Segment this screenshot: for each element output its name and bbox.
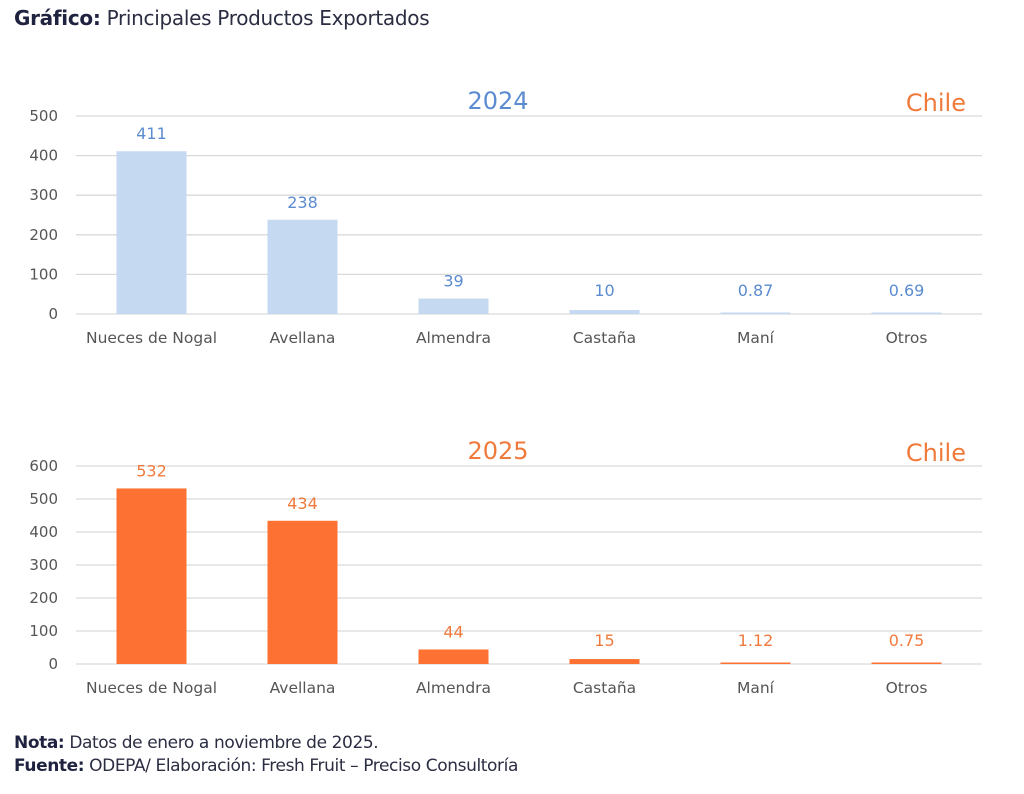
footer-note: Nota: Datos de enero a noviembre de 2025… xyxy=(14,733,379,753)
bar xyxy=(871,312,942,314)
bar xyxy=(267,520,338,664)
y-tick-label: 200 xyxy=(29,589,58,607)
country-label: Chile xyxy=(906,439,966,467)
bar xyxy=(720,662,791,664)
note-label: Nota: xyxy=(14,733,65,753)
chart-heading: Gráfico: Principales Productos Exportado… xyxy=(14,6,430,30)
y-tick-label: 400 xyxy=(29,147,58,165)
data-label: 0.87 xyxy=(738,281,774,300)
y-tick-label: 500 xyxy=(29,107,58,125)
chart-2025: 0 100 200 300 400 500 600 2025 Chile 532 Nueces de… xyxy=(29,437,982,697)
data-label: 238 xyxy=(287,193,318,212)
y-tick-label: 300 xyxy=(29,556,58,574)
bar xyxy=(418,649,489,664)
x-tick-label: Maní xyxy=(737,679,775,697)
y-tick-label: 600 xyxy=(29,457,58,475)
y-tick-label: 0 xyxy=(48,655,58,673)
y-tick-label: 100 xyxy=(29,265,58,283)
x-tick-label: Nueces de Nogal xyxy=(86,329,217,347)
data-label: 411 xyxy=(136,124,167,143)
y-tick-label: 100 xyxy=(29,622,58,640)
x-tick-label: Castaña xyxy=(573,329,636,347)
data-label: 0.75 xyxy=(889,631,925,650)
data-label: 532 xyxy=(136,461,167,480)
y-tick-label: 400 xyxy=(29,523,58,541)
x-tick-label: Maní xyxy=(737,329,775,347)
x-tick-label: Castaña xyxy=(573,679,636,697)
bar xyxy=(871,662,942,664)
heading-prefix: Gráfico: xyxy=(14,6,101,30)
bar xyxy=(267,219,338,314)
x-tick-label: Avellana xyxy=(270,329,336,347)
footer-source: Fuente: ODEPA/ Elaboración: Fresh Fruit … xyxy=(14,756,518,776)
data-label: 10 xyxy=(594,281,614,300)
data-label: 39 xyxy=(443,272,463,291)
country-label: Chile xyxy=(906,89,966,117)
data-label: 1.12 xyxy=(738,631,774,650)
x-tick-label: Otros xyxy=(886,329,928,347)
x-tick-label: Almendra xyxy=(416,329,491,347)
y-tick-label: 200 xyxy=(29,226,58,244)
chart-title: 2025 xyxy=(467,437,528,465)
bar xyxy=(569,310,640,314)
y-tick-label: 300 xyxy=(29,186,58,204)
x-tick-label: Avellana xyxy=(270,679,336,697)
chart-title: 2024 xyxy=(467,87,528,115)
note-text: Datos de enero a noviembre de 2025. xyxy=(64,733,379,753)
bar xyxy=(569,659,640,664)
bar xyxy=(418,298,489,314)
chart-2024: 0 100 200 300 400 500 2024 Chile 411 Nueces de No… xyxy=(29,87,982,347)
source-label: Fuente: xyxy=(14,756,85,776)
bar xyxy=(116,151,187,314)
y-tick-label: 0 xyxy=(48,305,58,323)
source-text: ODEPA/ Elaboración: Fresh Fruit – Precis… xyxy=(84,756,518,776)
data-label: 44 xyxy=(443,622,463,641)
y-tick-label: 500 xyxy=(29,490,58,508)
data-label: 434 xyxy=(287,494,318,513)
bar xyxy=(720,312,791,314)
bar xyxy=(116,488,187,664)
heading-title: Principales Productos Exportados xyxy=(100,6,430,30)
data-label: 0.69 xyxy=(889,281,925,300)
x-tick-label: Nueces de Nogal xyxy=(86,679,217,697)
data-label: 15 xyxy=(594,631,614,650)
x-tick-label: Almendra xyxy=(416,679,491,697)
x-tick-label: Otros xyxy=(886,679,928,697)
